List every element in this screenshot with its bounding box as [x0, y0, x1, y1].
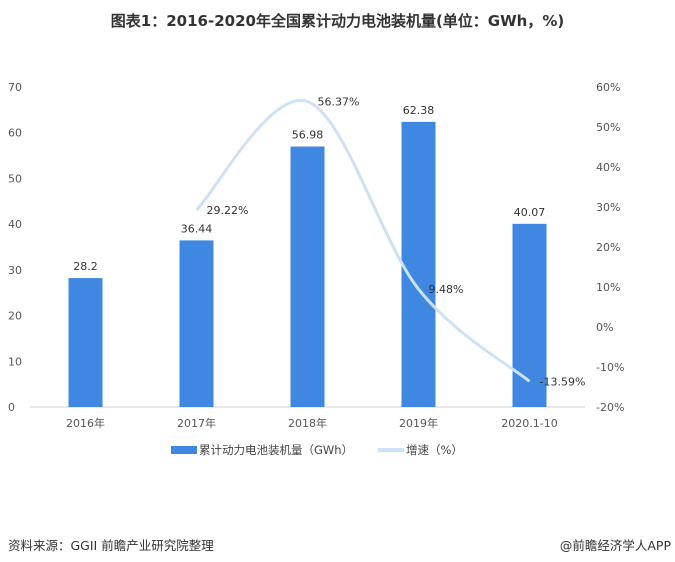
- line-value-label: 9.48%: [429, 283, 464, 296]
- left-tick-label: 30: [8, 264, 22, 277]
- right-tick-label: -20%: [596, 401, 624, 414]
- bar-value-label: 62.38: [403, 104, 435, 117]
- line-value-label: 29.22%: [207, 204, 249, 217]
- bar: [179, 240, 214, 407]
- bar: [401, 121, 436, 407]
- source-note: 资料来源：GGII 前瞻产业研究院整理: [8, 538, 214, 553]
- legend-bar-swatch: [171, 446, 197, 454]
- left-tick-label: 0: [8, 401, 15, 414]
- category-label: 2018年: [288, 416, 327, 430]
- chart: 0 10 20 30 40 50 60 70 -20% -10% 0% 10% 20% 30% 40% 50%…: [8, 81, 624, 457]
- bar-value-label: 40.07: [514, 206, 546, 219]
- left-tick-label: 60: [8, 127, 22, 140]
- right-tick-label: 30%: [596, 201, 620, 214]
- bar-value-label: 36.44: [181, 222, 213, 235]
- left-tick-label: 40: [8, 218, 22, 231]
- left-tick-label: 20: [8, 310, 22, 323]
- right-tick-label: 20%: [596, 241, 620, 254]
- legend-line-swatch: [378, 448, 404, 452]
- category-label: 2020.1-10: [501, 417, 557, 430]
- left-tick-label: 70: [8, 81, 22, 94]
- line-value-label: -13.59%: [540, 375, 586, 388]
- right-tick-label: 40%: [596, 161, 620, 174]
- legend-line-label: 增速（%）: [406, 443, 463, 457]
- category-label: 2016年: [66, 416, 105, 430]
- growth-line: [195, 98, 531, 383]
- line-value-label: 56.37%: [318, 96, 360, 109]
- credit: @前瞻经济学人APP: [559, 538, 671, 553]
- category-label: 2017年: [177, 416, 216, 430]
- bar: [68, 278, 103, 407]
- right-tick-label: 10%: [596, 281, 620, 294]
- chart-title: 图表1：2016-2020年全国累计动力电池装机量(单位：GWh，%): [110, 12, 565, 30]
- left-tick-label: 10: [8, 355, 22, 368]
- bar-value-label: 28.2: [73, 260, 98, 273]
- bar: [512, 223, 547, 407]
- left-tick-label: 50: [8, 172, 22, 185]
- bar-value-label: 56.98: [292, 129, 324, 142]
- right-tick-label: 50%: [596, 121, 620, 134]
- bar: [290, 146, 325, 407]
- category-label: 2019年: [399, 416, 438, 430]
- right-tick-label: -10%: [596, 361, 624, 374]
- right-tick-label: 0%: [596, 321, 613, 334]
- legend-bar-label: 累计动力电池装机量（GWh）: [199, 443, 353, 457]
- right-tick-label: 60%: [596, 81, 620, 94]
